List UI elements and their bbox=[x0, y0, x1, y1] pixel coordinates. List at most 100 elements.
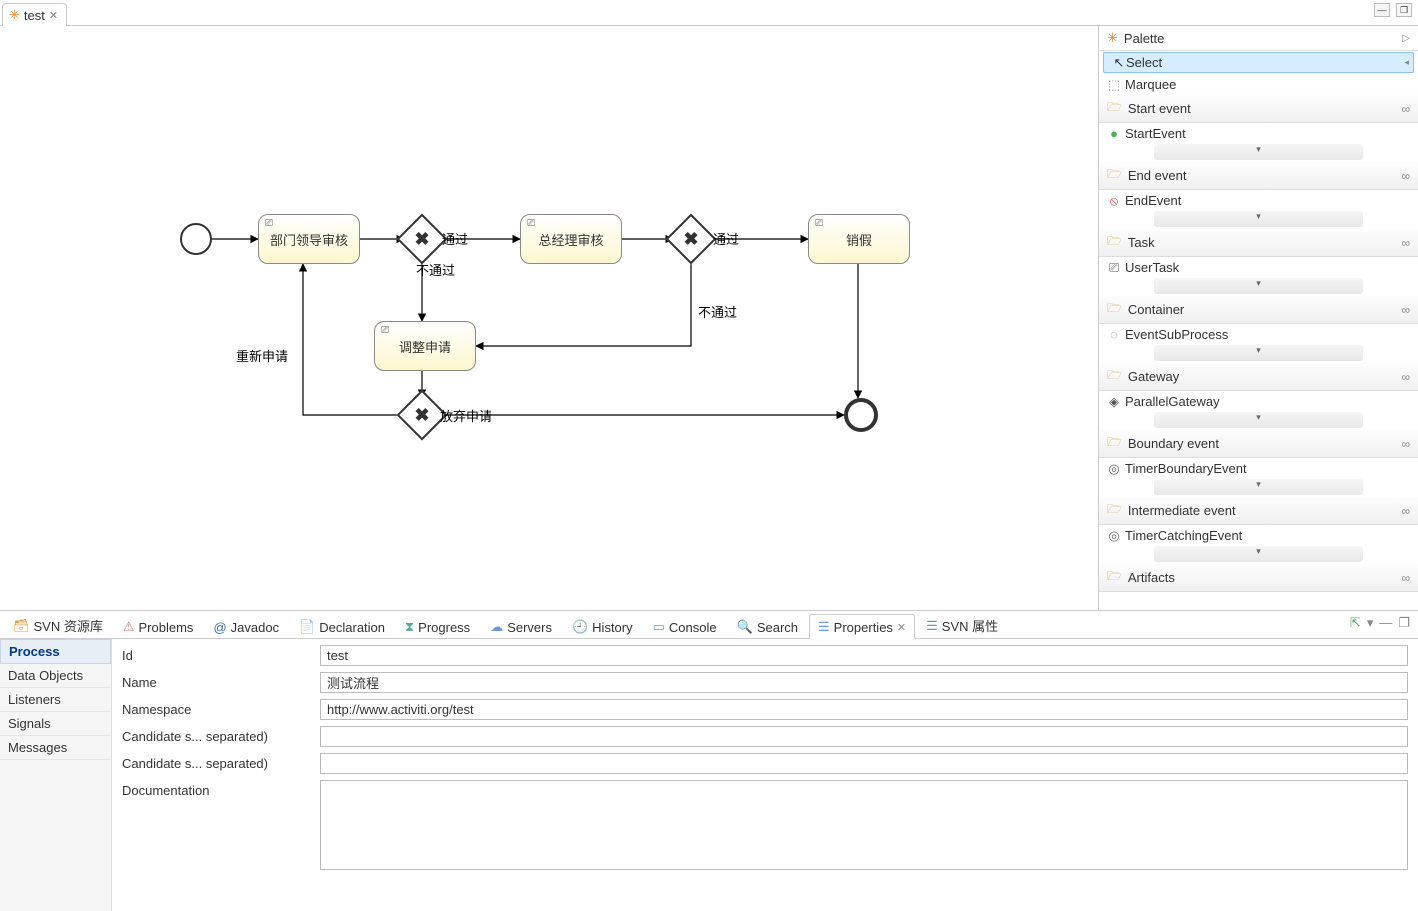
edge-label: 不通过 bbox=[416, 260, 455, 279]
max-icon[interactable]: ❐ bbox=[1398, 615, 1410, 631]
bpmn-task-node[interactable]: ⎚部门领导审核 bbox=[258, 214, 360, 264]
name-input[interactable] bbox=[320, 672, 1408, 693]
close-icon[interactable]: ✕ bbox=[897, 621, 906, 634]
palette-item-label: UserTask bbox=[1125, 260, 1179, 275]
field-label-cand2: Candidate s... separated) bbox=[122, 753, 312, 774]
view-tab[interactable]: ☰SVN 属性 bbox=[917, 611, 1007, 639]
bpmn-end-node[interactable] bbox=[844, 398, 878, 432]
palette-scroll-hint[interactable] bbox=[1154, 546, 1363, 562]
palette-section-header[interactable]: 🗁 Start event ∞ bbox=[1099, 95, 1418, 123]
palette-section-label: Gateway bbox=[1128, 369, 1179, 384]
chevron-left-icon: ◂ bbox=[1404, 57, 1409, 68]
palette-scroll-hint[interactable] bbox=[1154, 278, 1363, 294]
tab-label: History bbox=[592, 620, 632, 635]
bpmn-xor-node[interactable]: ✖ bbox=[404, 221, 440, 257]
bpmn-edge[interactable] bbox=[476, 257, 691, 346]
field-label-name: Name bbox=[122, 672, 312, 693]
palette-item[interactable]: ◌EventSubProcess bbox=[1099, 324, 1418, 345]
palette-scroll-hint[interactable] bbox=[1154, 479, 1363, 495]
folder-icon: 🗁 bbox=[1107, 366, 1122, 387]
minimize-button[interactable]: — bbox=[1374, 3, 1390, 17]
view-tab[interactable]: ▭Console bbox=[644, 614, 726, 639]
palette-section-header[interactable]: 🗁Boundary event∞ bbox=[1099, 430, 1418, 458]
bpmn-task-node[interactable]: ⎚总经理审核 bbox=[520, 214, 622, 264]
palette-scroll-hint[interactable] bbox=[1154, 412, 1363, 428]
palette-item[interactable]: ●StartEvent bbox=[1099, 123, 1418, 144]
palette-item[interactable]: ◎TimerBoundaryEvent bbox=[1099, 458, 1418, 479]
palette-section-header[interactable]: 🗁Artifacts∞ bbox=[1099, 564, 1418, 592]
field-label-id: Id bbox=[122, 645, 312, 666]
documentation-textarea[interactable] bbox=[320, 780, 1408, 870]
editor-tab-title: test bbox=[24, 8, 45, 23]
properties-nav-item[interactable]: Messages bbox=[0, 736, 111, 760]
bpmn-canvas[interactable]: ⎚部门领导审核✖⎚总经理审核✖⎚销假⎚调整申请✖ 通过不通过通过不通过重新申请放… bbox=[0, 26, 1098, 610]
close-icon[interactable]: ✕ bbox=[49, 9, 58, 22]
palette-section-header[interactable]: 🗁Container∞ bbox=[1099, 296, 1418, 324]
palette-item-label: ParallelGateway bbox=[1125, 394, 1220, 409]
field-label-namespace: Namespace bbox=[122, 699, 312, 720]
id-input[interactable] bbox=[320, 645, 1408, 666]
palette-item-label: TimerBoundaryEvent bbox=[1125, 461, 1247, 476]
edge-label: 放弃申请 bbox=[440, 406, 492, 425]
bpmn-task-node[interactable]: ⎚调整申请 bbox=[374, 321, 476, 371]
tab-icon: ☁ bbox=[490, 619, 503, 635]
maximize-button[interactable]: ❐ bbox=[1396, 3, 1412, 17]
palette-scroll-hint[interactable] bbox=[1154, 144, 1363, 160]
properties-nav-item[interactable]: Process bbox=[0, 639, 111, 664]
palette-scroll-hint[interactable] bbox=[1154, 345, 1363, 361]
palette-tool-marquee[interactable]: ⬚ Marquee bbox=[1099, 74, 1418, 95]
edge-label: 重新申请 bbox=[236, 346, 288, 365]
folder-icon: 🗁 bbox=[1107, 165, 1122, 186]
field-label-cand1: Candidate s... separated) bbox=[122, 726, 312, 747]
infinity-icon: ∞ bbox=[1401, 169, 1410, 183]
properties-nav-item[interactable]: Signals bbox=[0, 712, 111, 736]
view-tab[interactable]: 🔍Search bbox=[728, 614, 807, 639]
view-tab[interactable]: ☁Servers bbox=[481, 614, 561, 639]
view-tab[interactable]: ☰Properties ✕ bbox=[809, 614, 915, 639]
palette-section-header[interactable]: 🗁Intermediate event∞ bbox=[1099, 497, 1418, 525]
edge-label: 不通过 bbox=[698, 302, 737, 321]
palette-tool-select[interactable]: ↖ Select ◂ bbox=[1103, 52, 1414, 73]
edge-label: 通过 bbox=[713, 229, 739, 248]
tab-label: Javadoc bbox=[231, 620, 279, 635]
palette-item[interactable]: ◈ParallelGateway bbox=[1099, 391, 1418, 412]
infinity-icon: ∞ bbox=[1401, 437, 1410, 451]
palette-item[interactable]: ⦸EndEvent bbox=[1099, 190, 1418, 211]
activiti-icon: ✳ bbox=[9, 7, 20, 23]
view-menu-icon[interactable]: ▾ bbox=[1367, 615, 1374, 631]
bpmn-xor-node[interactable]: ✖ bbox=[404, 397, 440, 433]
infinity-icon: ∞ bbox=[1401, 236, 1410, 250]
candidate2-input[interactable] bbox=[320, 753, 1408, 774]
palette-section-header[interactable]: 🗁Task∞ bbox=[1099, 229, 1418, 257]
bottom-toolbar: ⇱ ▾ — ❐ bbox=[1350, 615, 1410, 631]
bpmn-xor-node[interactable]: ✖ bbox=[673, 221, 709, 257]
view-tab[interactable]: 🕘History bbox=[563, 614, 642, 639]
bpmn-start-node[interactable] bbox=[180, 223, 212, 255]
view-tab[interactable]: ⧗Progress bbox=[396, 614, 479, 639]
palette-section-header[interactable]: 🗁End event∞ bbox=[1099, 162, 1418, 190]
bpmn-task-node[interactable]: ⎚销假 bbox=[808, 214, 910, 264]
view-tab[interactable]: 🗃SVN 资源库 bbox=[4, 611, 112, 639]
palette-item[interactable]: ◎TimerCatchingEvent bbox=[1099, 525, 1418, 546]
palette-section-header[interactable]: 🗁Gateway∞ bbox=[1099, 363, 1418, 391]
palette-section-label: Start event bbox=[1128, 101, 1191, 116]
tab-label: SVN 属性 bbox=[942, 616, 998, 635]
infinity-icon: ∞ bbox=[1401, 102, 1410, 116]
properties-nav-item[interactable]: Listeners bbox=[0, 688, 111, 712]
pin-icon[interactable]: ⇱ bbox=[1350, 615, 1361, 631]
view-tab[interactable]: @Javadoc bbox=[204, 615, 288, 639]
edges-layer bbox=[0, 26, 1098, 610]
view-tab[interactable]: 📄Declaration bbox=[290, 614, 394, 639]
view-tab[interactable]: ⚠Problems bbox=[114, 614, 203, 639]
namespace-input[interactable] bbox=[320, 699, 1408, 720]
palette-item[interactable]: ⎚UserTask bbox=[1099, 257, 1418, 278]
infinity-icon: ∞ bbox=[1401, 504, 1410, 518]
candidate1-input[interactable] bbox=[320, 726, 1408, 747]
properties-nav-item[interactable]: Data Objects bbox=[0, 664, 111, 688]
palette-scroll-hint[interactable] bbox=[1154, 211, 1363, 227]
editor-tab[interactable]: ✳ test ✕ bbox=[2, 3, 67, 26]
infinity-icon: ∞ bbox=[1401, 571, 1410, 585]
palette-arrow-icon[interactable]: ▷ bbox=[1402, 33, 1410, 44]
min-icon[interactable]: — bbox=[1379, 615, 1392, 631]
folder-icon: 🗁 bbox=[1107, 98, 1122, 119]
